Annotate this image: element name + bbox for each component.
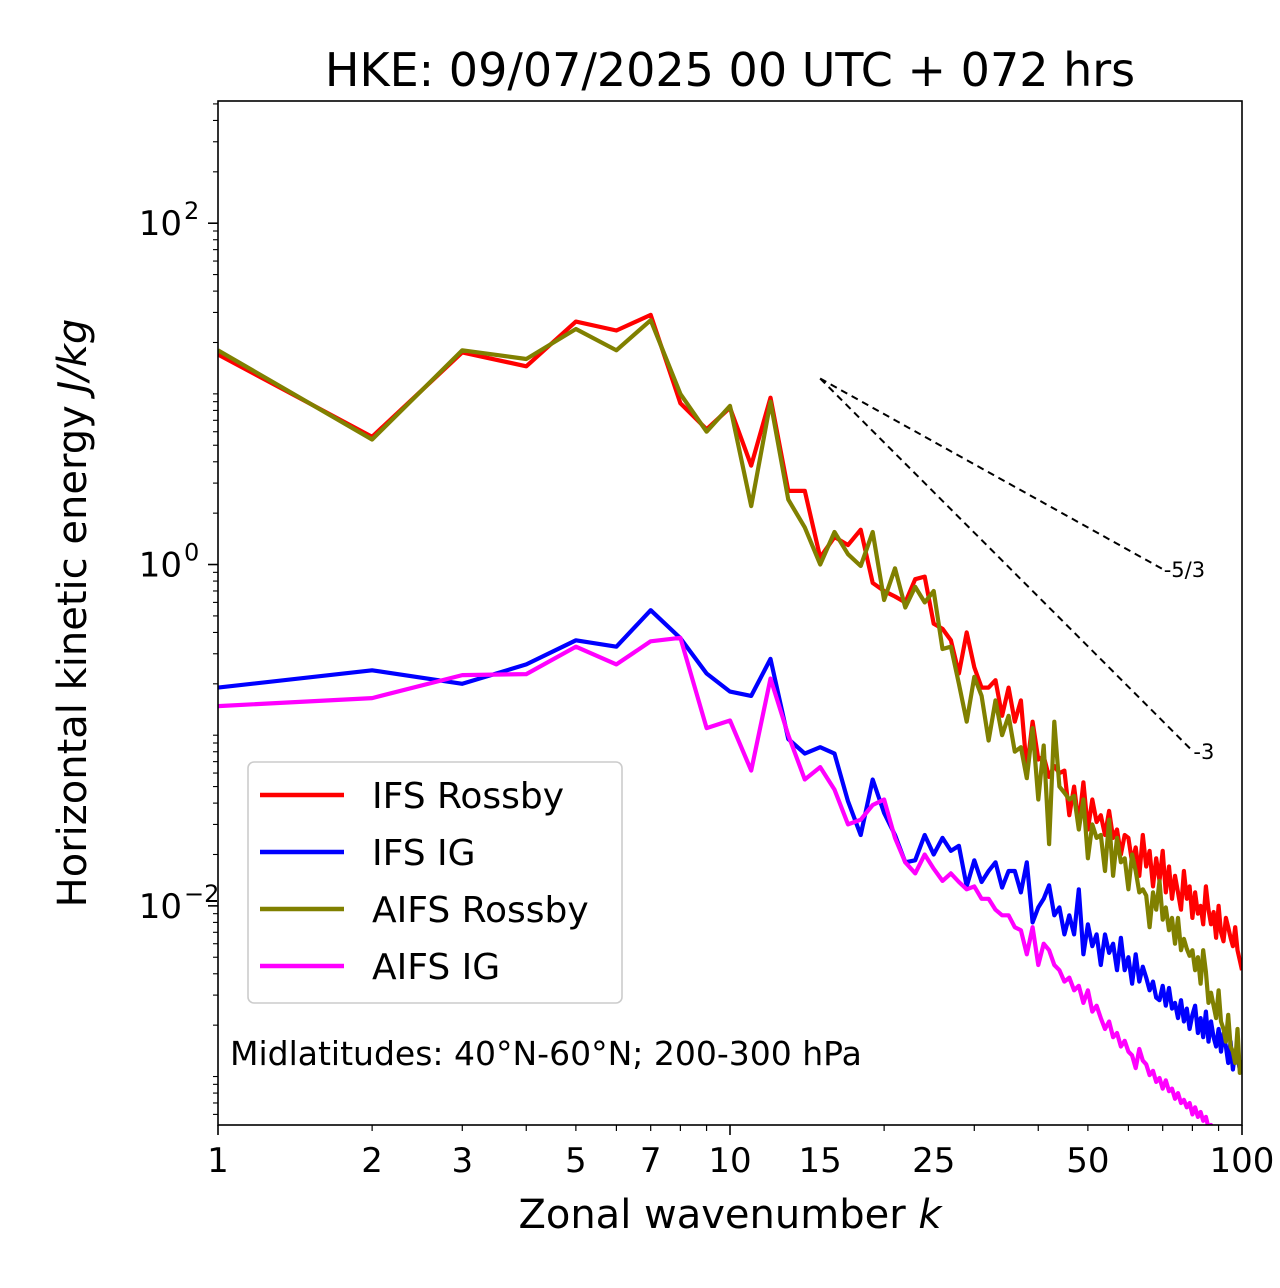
- slope-five-thirds-label: -5/3: [1164, 558, 1205, 582]
- legend-box: [247, 761, 623, 1004]
- series-line-ifs-rossby: [218, 312, 1242, 971]
- x-tick-label: 5: [565, 1141, 587, 1181]
- x-tick-label: 10: [708, 1141, 751, 1181]
- series-line-aifs-rossby: [218, 318, 1242, 1075]
- series-line-ifs-ig: [218, 608, 1242, 1072]
- y-tick-exponent: 0: [184, 539, 199, 567]
- y-tick-exponent: 2: [184, 197, 199, 225]
- x-tick-label: 7: [640, 1141, 662, 1181]
- y-axis-label-main: Horizontal kinetic energy: [50, 393, 96, 908]
- series-line-aifs-ig: [218, 635, 1214, 1125]
- legend: IFS Rossby IFS IG AIFS Rossby AIFS IG: [247, 761, 623, 1004]
- slope-five-thirds-line: [819, 377, 1164, 570]
- legend-label-aifs-ig: AIFS IG: [372, 947, 500, 988]
- y-tick-label: 10: [139, 546, 182, 586]
- slope-minus-three-line: [819, 377, 1194, 752]
- legend-label-aifs-rossby: AIFS Rossby: [372, 890, 589, 931]
- x-axis-label-var: k: [918, 1192, 943, 1238]
- legend-label-ifs-ig: IFS IG: [372, 833, 476, 874]
- legend-label-ifs-rossby: IFS Rossby: [372, 776, 564, 817]
- y-tick-label: 10: [139, 887, 182, 927]
- x-tick-label: 1: [207, 1141, 229, 1181]
- x-axis-label: Zonal wavenumber k: [518, 1192, 943, 1238]
- slope-minus-three-label: -3: [1193, 740, 1214, 764]
- y-tick-label: 10: [139, 204, 182, 244]
- x-tick-label: 2: [361, 1141, 383, 1181]
- x-axis-ticks: 1 2 3 5 7 10 15 25 50 100: [207, 1125, 1274, 1181]
- x-tick-label: 15: [799, 1141, 842, 1181]
- x-axis-label-main: Zonal wavenumber: [518, 1192, 918, 1238]
- region-annotation: Midlatitudes: 40°N-60°N; 200-300 hPa: [230, 1034, 862, 1073]
- y-axis-label: Horizontal kinetic energy J/kg: [50, 319, 96, 908]
- chart-title: HKE: 09/07/2025 00 UTC + 072 hrs: [325, 43, 1135, 97]
- plot-frame: [217, 100, 1243, 1126]
- x-tick-label: 50: [1066, 1141, 1109, 1181]
- series-layer: [218, 312, 1242, 1125]
- y-axis-label-unit: J/kg: [50, 319, 96, 400]
- y-tick-exponent: −2: [184, 880, 219, 908]
- x-tick-label: 3: [451, 1141, 473, 1181]
- x-tick-label: 100: [1210, 1141, 1275, 1181]
- x-tick-label: 25: [912, 1141, 955, 1181]
- reference-slopes: [819, 377, 1194, 752]
